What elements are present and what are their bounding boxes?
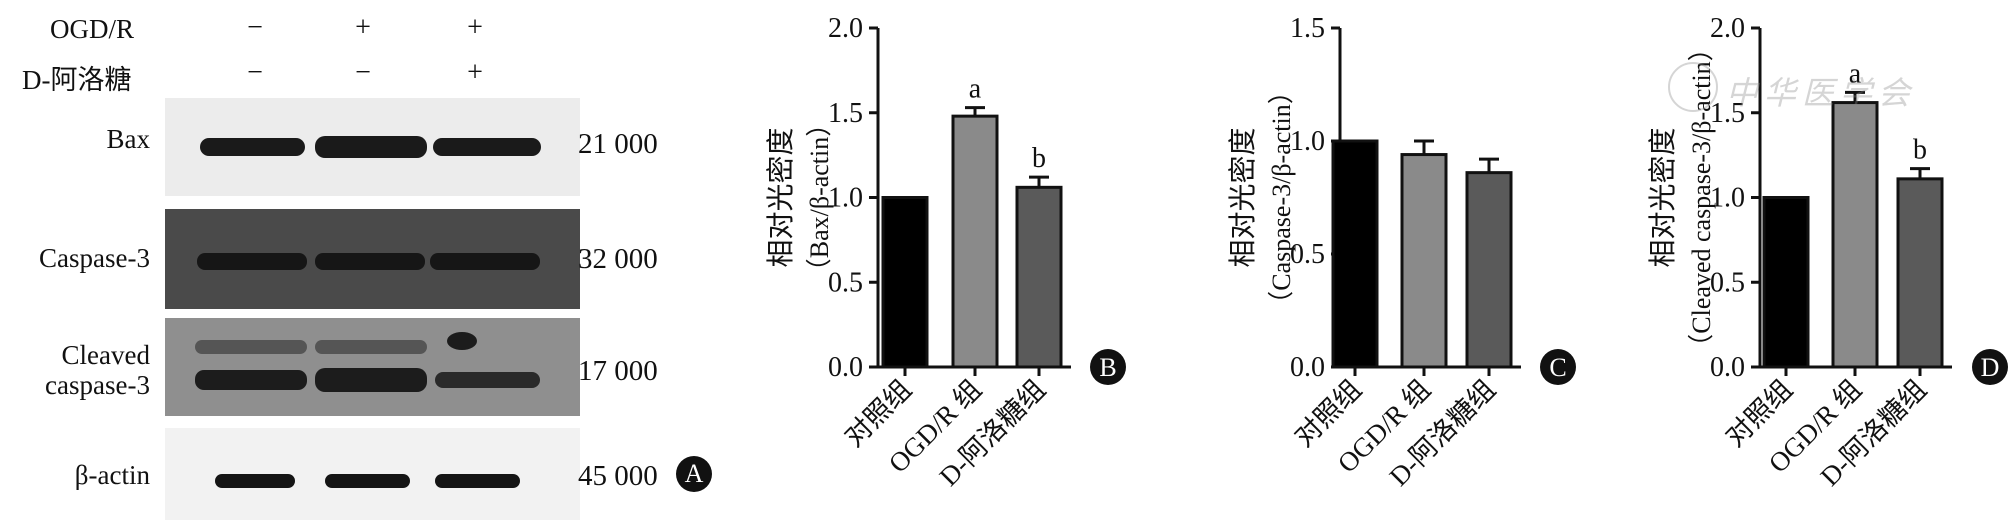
band bbox=[195, 370, 307, 390]
row-label-ogdr: OGD/R bbox=[50, 14, 135, 44]
bar bbox=[1400, 153, 1448, 369]
row-label-dallose: D-阿洛糖 bbox=[22, 65, 132, 95]
panel-badge-label: C bbox=[1549, 353, 1566, 382]
y-tick-label: 0.5 bbox=[1710, 267, 1745, 298]
y-tick-label: 1.0 bbox=[828, 183, 863, 214]
sign-dallose-lane-3: + bbox=[467, 57, 483, 88]
bar bbox=[1896, 177, 1944, 369]
bar bbox=[1465, 171, 1513, 369]
blot-label-bax: Bax bbox=[106, 124, 151, 154]
band bbox=[215, 474, 295, 488]
band bbox=[315, 136, 427, 158]
panel-badge bbox=[1540, 349, 1576, 385]
sign-dallose-lane-2: − bbox=[355, 57, 371, 88]
y-tick-label: 1.0 bbox=[1710, 183, 1745, 214]
artifact-spot bbox=[447, 332, 477, 350]
band bbox=[435, 372, 540, 388]
panel-badge-label: D bbox=[1981, 353, 2000, 382]
bar bbox=[1762, 196, 1810, 369]
blot-cleaved-caspase3 bbox=[165, 318, 580, 416]
band bbox=[315, 368, 427, 392]
significance-label: b bbox=[1032, 143, 1046, 174]
y-axis-label: （Caspase-3/β-actin） bbox=[1267, 78, 1296, 317]
significance-label: b bbox=[1913, 135, 1927, 166]
seal-logo-icon bbox=[1668, 62, 1718, 112]
blot-label-cleaved-line2: caspase-3 bbox=[45, 370, 150, 400]
band bbox=[325, 474, 410, 488]
y-tick-label: 0.5 bbox=[828, 267, 863, 298]
sign-dallose-lane-1: − bbox=[247, 57, 263, 88]
band bbox=[200, 138, 305, 156]
band bbox=[197, 253, 307, 270]
y-axis-label: 相对光密度 bbox=[1227, 127, 1259, 267]
y-tick-label: 0.5 bbox=[1290, 239, 1325, 270]
panel-badge bbox=[1090, 349, 1126, 385]
y-tick-label: 2.0 bbox=[828, 13, 863, 44]
y-tick-label: 1.5 bbox=[828, 98, 863, 129]
mw-beta-actin: 45 000 bbox=[578, 460, 658, 492]
bar bbox=[1831, 101, 1879, 369]
bar bbox=[1015, 185, 1063, 369]
y-tick-label: 2.0 bbox=[1710, 13, 1745, 44]
mw-caspase3: 32 000 bbox=[578, 243, 658, 275]
panel-badge-a: A bbox=[676, 456, 712, 492]
y-axis-label: 相对光密度 bbox=[765, 127, 797, 267]
y-tick-label: 1.5 bbox=[1710, 98, 1745, 129]
blot-label-caspase3: Caspase-3 bbox=[39, 243, 150, 273]
watermark-text: 中华医学会 bbox=[1726, 75, 1917, 111]
sign-ogdr-lane-3: + bbox=[467, 12, 483, 43]
mw-cleaved-caspase3: 17 000 bbox=[578, 355, 658, 387]
blot-label-beta-actin: β-actin bbox=[74, 460, 150, 490]
y-tick-label: 0.0 bbox=[1290, 352, 1325, 383]
y-tick-label: 0.0 bbox=[828, 352, 863, 383]
blot-caspase3 bbox=[165, 209, 580, 309]
band bbox=[315, 253, 425, 270]
band bbox=[430, 253, 540, 270]
y-axis-label: （Bax/β-actin） bbox=[805, 111, 834, 285]
blot-label-cleaved-line1: Cleaved bbox=[61, 340, 150, 370]
panel-badge bbox=[1972, 349, 2008, 385]
y-axis-label: 相对光密度 bbox=[1647, 127, 1679, 267]
y-tick-label: 1.0 bbox=[1290, 126, 1325, 157]
blot-bax bbox=[165, 98, 580, 196]
bar bbox=[951, 114, 999, 369]
y-tick-label: 0.0 bbox=[1710, 352, 1745, 383]
band bbox=[435, 474, 520, 488]
band bbox=[315, 340, 427, 354]
band bbox=[195, 340, 307, 354]
panel-badge-label: B bbox=[1099, 353, 1116, 382]
significance-label: a bbox=[1849, 58, 1862, 89]
bar bbox=[1331, 139, 1379, 369]
significance-label: a bbox=[969, 74, 982, 105]
y-tick-label: 1.5 bbox=[1290, 13, 1325, 44]
sign-ogdr-lane-2: + bbox=[355, 12, 371, 43]
mw-bax: 21 000 bbox=[578, 128, 658, 160]
band bbox=[433, 138, 541, 156]
sign-ogdr-lane-1: − bbox=[247, 12, 263, 43]
bar bbox=[881, 196, 929, 369]
blot-beta-actin bbox=[165, 428, 580, 520]
